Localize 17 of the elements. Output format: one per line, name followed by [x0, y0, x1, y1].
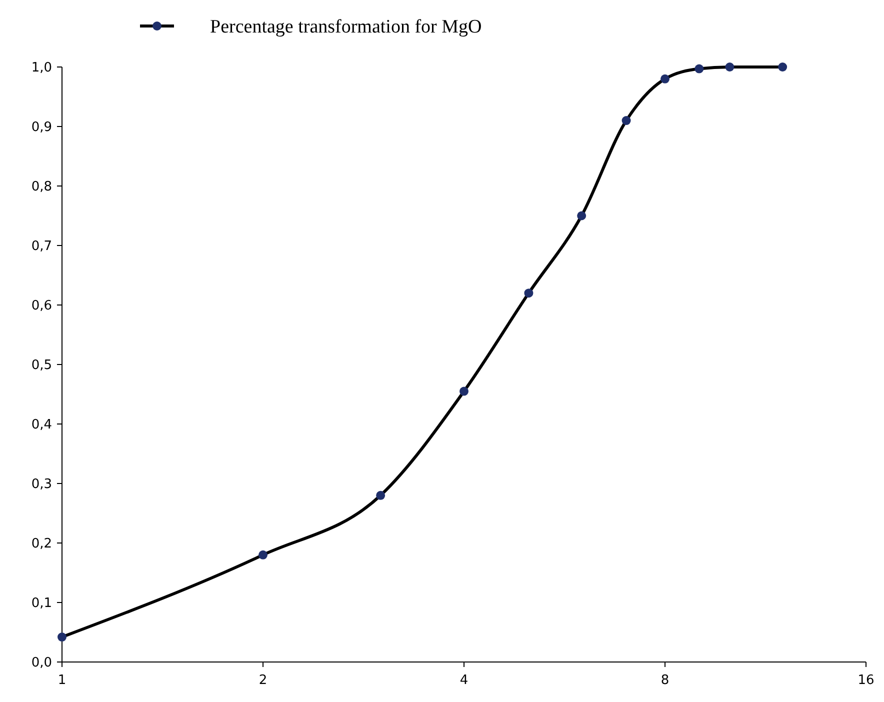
y-tick-label: 0,4	[31, 418, 52, 433]
y-tick-label: 0,7	[31, 239, 52, 254]
y-tick-label: 0,8	[31, 180, 52, 195]
x-tick-label: 16	[858, 673, 874, 688]
x-tick-label: 1	[58, 673, 66, 688]
y-tick-label: 0,1	[31, 596, 52, 612]
x-tick-label: 2	[258, 673, 268, 688]
y-tick-label: 0,6	[31, 298, 52, 314]
y-tick-label: 0,2	[31, 536, 52, 552]
y-tick-label: 0,5	[31, 358, 52, 374]
y-tick-label: 1,0	[31, 60, 52, 76]
legend-label: Percentage transformation for MgO	[210, 16, 482, 38]
x-tick-label: 4	[460, 673, 468, 688]
y-tick-label: 0,0	[31, 656, 52, 671]
y-tick-label: 0,3	[31, 477, 52, 492]
x-tick-label: 8	[660, 673, 670, 688]
y-tick-label: 0,9	[31, 120, 52, 136]
